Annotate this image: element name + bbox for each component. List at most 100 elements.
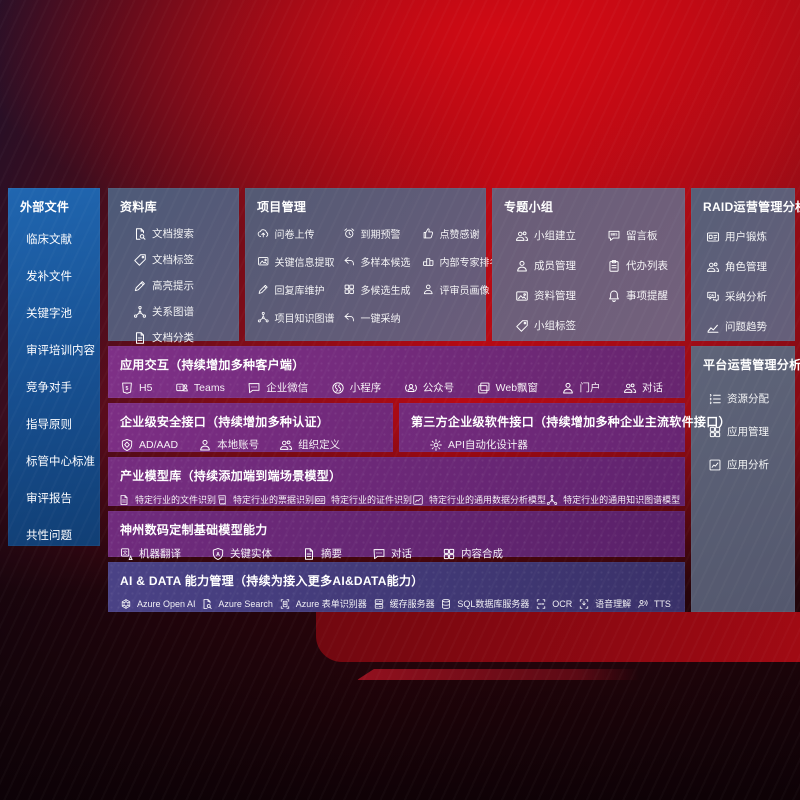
feature-item: 小组建立 xyxy=(515,228,607,243)
service-item: SQL数据库服务器 xyxy=(440,597,529,610)
feature-item: 多样本候选 xyxy=(343,254,422,269)
client-item: 门户 xyxy=(561,380,601,395)
web-window-icon xyxy=(477,381,491,395)
external-file-item: 竞争对手 xyxy=(26,382,72,394)
data-analysis-model-icon xyxy=(412,494,424,506)
doc-tag-icon xyxy=(133,253,147,267)
service-item: TTS xyxy=(637,598,671,610)
service-item: 语音理解 xyxy=(578,597,631,610)
feature-item: 采纳分析 xyxy=(706,289,795,304)
panel-title: 专题小组 xyxy=(504,200,554,214)
multi-sample-icon xyxy=(343,255,356,268)
thirdparty-items: API自动化设计器 xyxy=(399,430,685,452)
feature-item: 代办列表 xyxy=(607,258,685,273)
content-compose-icon xyxy=(442,547,456,561)
model-item: 特定行业的票据识别 xyxy=(216,493,314,506)
knowledge-graph-model-icon xyxy=(546,494,558,506)
feature-item: 文档标签 xyxy=(133,252,239,267)
platform-analysis-panel: 平台运营管理分析 资源分配 应用管理 应用分析 xyxy=(691,346,800,612)
raid-items: 用户锻炼角色管理采纳分析问题趋势 xyxy=(691,215,795,334)
feature-item: 问题趋势 xyxy=(706,319,795,334)
feature-item: 小组标签 xyxy=(515,318,607,333)
external-file-item: 审评报告 xyxy=(26,493,72,505)
summary-icon xyxy=(302,547,316,561)
industry-model-row: 产业模型库（持续添加端到端场景模型） 特定行业的文件识别 特定行业的票据识别 特定行… xyxy=(108,457,685,506)
enterprise-security-row: 企业级安全接口（持续增加多种认证） AD/AAD 本地账号 组织定义 xyxy=(108,403,393,452)
feature-item: 评审员画像 xyxy=(422,282,500,297)
role-manage-icon xyxy=(706,260,720,274)
portal-icon xyxy=(561,381,575,395)
message-board-icon xyxy=(607,229,621,243)
model-items: 特定行业的文件识别 特定行业的票据识别 特定行业的证件识别 特定行业的通用数据分析模型… xyxy=(108,484,685,506)
expert-ranking-icon xyxy=(422,255,435,268)
one-click-adopt-icon xyxy=(343,311,356,324)
feature-item: 到期预警 xyxy=(343,226,422,241)
feature-item: 角色管理 xyxy=(706,259,795,274)
client-item: Teams xyxy=(175,381,225,395)
receipt-recognition-icon xyxy=(216,494,228,506)
idcard-recognition-icon xyxy=(314,494,326,506)
doc-category-icon xyxy=(133,331,147,345)
feature-item: 内部专家排名 xyxy=(422,254,500,269)
service-item: Azure Search xyxy=(201,598,273,610)
form-recognizer-icon xyxy=(279,598,291,610)
capability-item: 对话 xyxy=(372,546,412,561)
row-title: 产业模型库（持续添加端到端场景模型） xyxy=(120,469,342,483)
key-entity-icon xyxy=(211,547,225,561)
file-recognition-icon xyxy=(118,494,130,506)
teams-icon xyxy=(175,381,189,395)
local-account-icon xyxy=(198,438,212,452)
feature-item: 成员管理 xyxy=(515,258,607,273)
feature-item: 回复库维护 xyxy=(257,282,343,297)
auth-item: AD/AAD xyxy=(120,438,178,452)
group-items: 小组建立 留言板 成员管理 代办列表 资料管理 事项提醒 小组标签 xyxy=(492,215,685,333)
feature-item: 用户锻炼 xyxy=(706,229,795,244)
html5-icon xyxy=(120,381,134,395)
feature-item: 多候选生成 xyxy=(343,282,422,297)
group-tag-icon xyxy=(515,319,529,333)
external-file-item: 发补文件 xyxy=(26,271,72,283)
raid-analysis-panel: RAID运营管理分析 用户锻炼 角色管理 采纳分析 问题趋势 xyxy=(691,188,800,341)
alarm-warning-icon xyxy=(343,227,356,240)
multi-candidate-icon xyxy=(343,283,356,296)
interface-item: API自动化设计器 xyxy=(429,437,528,452)
trend-chart-icon xyxy=(706,320,720,334)
external-file-item: 临床文献 xyxy=(26,234,72,246)
library-items: 文档搜索 文档标签 高亮提示 关系图谱 文档分类 xyxy=(108,215,239,345)
ad-aad-icon xyxy=(120,438,134,452)
security-items: AD/AAD 本地账号 组织定义 xyxy=(108,430,393,452)
feature-item: 文档搜索 xyxy=(133,226,239,241)
cache-server-icon xyxy=(373,598,385,610)
doc-search-icon xyxy=(133,227,147,241)
feature-item: 资源分配 xyxy=(708,391,795,406)
tts-icon xyxy=(637,598,649,610)
service-item: Azure 表单识别器 xyxy=(279,597,367,610)
client-item: 小程序 xyxy=(331,380,381,395)
feature-item: 文档分类 xyxy=(133,330,239,345)
topic-group-panel: 专题小组 小组建立 留言板 成员管理 代办列表 资料管理 事项提醒 小组标签 xyxy=(492,188,685,341)
project-management-panel: 项目管理 问卷上传 到期预警 点赞感谢 关键信息提取 多样本候选 内部专家排名 回复库维护多… xyxy=(245,188,500,341)
app-analysis-icon xyxy=(708,458,722,472)
feature-item: 一键采纳 xyxy=(343,310,422,325)
library-panel: 资料库 文档搜索 文档标签 高亮提示 关系图谱 文档分类 xyxy=(108,188,239,344)
feature-item: 关键信息提取 xyxy=(257,254,343,269)
reminder-bell-icon xyxy=(607,289,621,303)
app-interaction-row: 应用交互（持续增加多种客户端） H5 Teams 企业微信 小程序 公众号 Web飘窗 门户… xyxy=(108,346,685,398)
cloud-upload-icon xyxy=(257,227,270,240)
group-create-icon xyxy=(515,229,529,243)
ocr-icon xyxy=(535,598,547,610)
interaction-items: H5 Teams 企业微信 小程序 公众号 Web飘窗 门户 对话 xyxy=(108,373,685,395)
panel-title: 项目管理 xyxy=(257,200,307,214)
key-info-extract-icon xyxy=(257,255,270,268)
qa-analysis-icon xyxy=(706,290,720,304)
relation-graph-icon xyxy=(133,305,147,319)
client-item: 公众号 xyxy=(404,380,454,395)
external-files-panel: 外部文件 临床文献 发补文件 关键字池 审评培训内容 竞争对手 指导原则 标管中心标准 审评报… xyxy=(8,188,100,546)
miniprogram-icon xyxy=(331,381,345,395)
todo-list-icon xyxy=(607,259,621,273)
feature-item: 问卷上传 xyxy=(257,226,343,241)
api-designer-icon xyxy=(429,438,443,452)
model-item: 特定行业的文件识别 xyxy=(118,493,216,506)
panel-title: 外部文件 xyxy=(20,200,70,214)
